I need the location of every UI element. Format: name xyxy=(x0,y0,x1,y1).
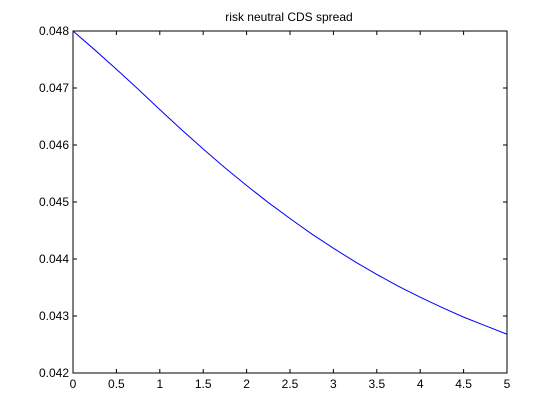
x-tick-label: 1 xyxy=(156,377,163,391)
y-tick-label: 0.048 xyxy=(39,24,69,38)
y-tick-label: 0.046 xyxy=(39,138,69,152)
x-tick-label: 3.5 xyxy=(368,377,385,391)
x-tick-label: 2 xyxy=(243,377,250,391)
y-axis: 0.042 0.043 0.044 0.045 0.046 0.047 0.048 xyxy=(39,24,507,380)
y-tick-label: 0.044 xyxy=(39,252,69,266)
series-layer xyxy=(72,30,508,335)
x-tick-label: 5 xyxy=(504,377,511,391)
y-tick-label: 0.042 xyxy=(39,366,69,380)
x-tick-label: 2.5 xyxy=(282,377,299,391)
y-tick-label: 0.045 xyxy=(39,195,69,209)
x-tick-label: 4 xyxy=(417,377,424,391)
y-tick-label: 0.047 xyxy=(39,81,69,95)
x-tick-label: 0 xyxy=(70,377,77,391)
x-tick-label: 0.5 xyxy=(108,377,125,391)
x-axis: 0 0.5 1 1.5 2 2.5 3 3.5 4 4.5 5 xyxy=(70,31,511,391)
plot-area xyxy=(72,30,508,374)
series-line xyxy=(72,30,508,335)
chart-title: risk neutral CDS spread xyxy=(225,10,352,24)
x-tick-label: 1.5 xyxy=(195,377,212,391)
x-tick-label: 3 xyxy=(330,377,337,391)
y-tick-label: 0.043 xyxy=(39,309,69,323)
x-tick-label: 4.5 xyxy=(455,377,472,391)
